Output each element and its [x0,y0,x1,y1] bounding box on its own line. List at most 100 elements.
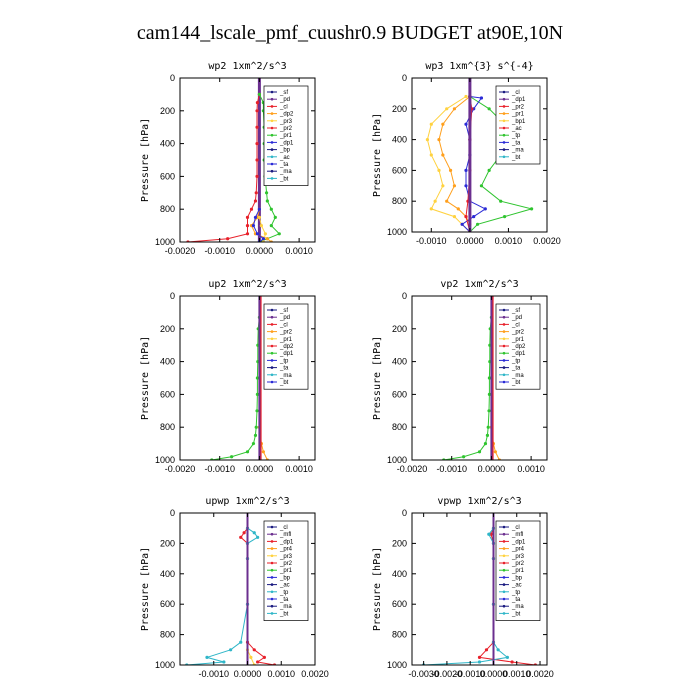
legend-label: _pr2 [279,126,293,132]
data-point [448,168,453,172]
legend-marker [270,337,274,341]
legend-marker [502,604,506,608]
x-tick-label: 0.0000 [246,246,274,256]
legend-marker [270,597,274,601]
data-point [477,655,482,660]
x-tick-label: 0.0000 [456,236,484,246]
y-tick-label: 600 [160,389,175,399]
y-tick-label: 0 [402,73,407,83]
legend-label: _dp2 [511,344,526,350]
data-point [205,655,209,660]
y-tick-label: 600 [392,165,407,175]
data-point [479,96,484,100]
legend-label: _dp2 [279,344,294,350]
x-tick-label: -0.0010 [198,669,229,679]
legend-marker [502,112,506,115]
legend-marker [270,532,274,536]
data-point [529,207,534,211]
legend-label: _ma [511,604,524,610]
legend-label: _ta [511,140,521,146]
legend-label: _cl [279,104,288,110]
legend-marker [270,330,274,333]
data-point [477,450,482,454]
data-point [487,168,491,172]
series-line-pr1 [426,96,471,232]
y-tick-label: 0 [170,508,175,518]
series-group [210,296,269,460]
x-tick-label: 0.0020 [533,236,561,246]
panel-title: vp2 1xm^2/s^3 [440,279,518,290]
data-point [254,425,258,429]
data-point [253,215,258,219]
data-point [475,222,480,226]
chart-panel-5: upwp 1xm^2/s^3 Pressure [hPa] -0.0010 0.000… [140,496,329,679]
legend-label: _cl [279,322,288,328]
data-point [245,215,250,219]
legend-label: _cl [511,525,520,531]
data-point [464,122,468,126]
y-tick-label: 0 [402,291,407,301]
legend-label: _pr2 [511,561,525,567]
data-point [483,442,488,446]
legend-marker [502,315,506,319]
legend-label: _bt [511,380,521,386]
legend-label: _dp1 [279,351,294,357]
data-point [245,450,250,454]
legend-marker [270,169,274,173]
chart-panel-4: vp2 1xm^2/s^3 Pressure [hPa] -0.0020 -0.001… [372,279,548,474]
x-tick-label: 0.0010 [267,669,295,679]
panel-title: wp2 1xm^2/s^3 [208,61,286,72]
data-point [229,648,233,652]
data-point [261,237,265,241]
legend-marker [270,554,274,558]
data-point [263,232,267,236]
y-tick-label: 200 [160,106,175,116]
legend-marker [270,351,274,355]
legend-label: _bp [279,148,291,154]
data-point [265,237,269,241]
legend-marker [502,568,506,572]
y-axis-label: Pressure [hPa] [140,118,151,202]
legend-label: _pr4 [279,547,293,553]
data-point [464,168,468,172]
legend-label: _pd [279,315,290,321]
legend-marker [270,344,274,348]
series-group [185,513,277,665]
data-point [255,376,260,380]
x-tick-label: -0.0020 [165,464,196,474]
series-group [425,78,534,232]
legend-label: _pr1 [279,337,293,343]
legend-marker [270,155,274,159]
legend-box [495,520,541,621]
legend-label: _sf [511,308,520,314]
legend-label: _pr1 [279,568,293,574]
data-point [256,535,260,539]
legend-label: _cl [279,525,288,531]
series-line-cl [187,94,260,242]
legend-marker [270,119,274,123]
series-line-pr2 [438,96,471,232]
data-point [230,455,234,459]
legend-marker [502,126,506,130]
legend-marker [270,112,274,115]
data-point [252,531,256,535]
x-tick-label: -0.0010 [416,236,447,246]
y-axis-label: Pressure [hPa] [372,547,383,631]
data-point [502,215,507,219]
legend-label: _ta [279,162,289,168]
legend-marker [502,148,506,151]
data-point [222,660,226,664]
data-point [505,655,510,660]
legend-label: _bp1 [511,119,526,125]
data-point [486,425,490,429]
legend-label: _ma [279,169,292,175]
panel-title: upwp 1xm^2/s^3 [205,496,289,507]
panel-title: vpwp 1xm^2/s^3 [437,496,521,507]
panels: wp2 1xm^2/s^3 Pressure [hPa] -0.0020 -0.001… [140,61,561,679]
data-point [452,107,457,111]
data-point [441,184,445,188]
legend-marker [270,604,274,608]
data-point [262,655,266,660]
